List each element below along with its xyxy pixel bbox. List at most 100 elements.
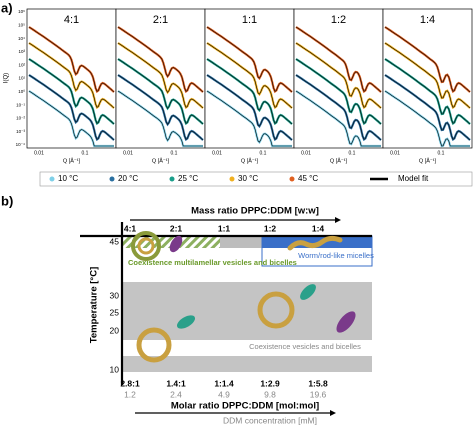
model-fit — [384, 90, 470, 147]
plot-frame — [293, 8, 384, 149]
micelle-icon — [287, 235, 343, 251]
model-fit — [295, 42, 382, 109]
mass-ratio: 1:1 — [218, 223, 231, 233]
y-tick-label: 10⁻³ — [16, 129, 25, 134]
concentration-label: DDM concentration [mM] — [223, 415, 317, 425]
y-tick-label: 45 — [110, 236, 120, 246]
y-axis-label: I(Q) — [4, 73, 10, 83]
panel-label: a) — [1, 0, 13, 15]
x-tick-label: 0.01 — [301, 150, 311, 156]
x-tick-label: 0.1 — [260, 150, 267, 156]
legend-label: 20 °C — [118, 174, 138, 183]
model-fit — [206, 90, 292, 147]
region-label: Worm/rod-like micelles — [298, 251, 374, 260]
ddm-concentration: 2.4 — [170, 389, 182, 399]
molar-ratio: 1:2.9 — [260, 378, 280, 388]
legend-box — [39, 171, 473, 187]
model-fit — [28, 90, 114, 147]
legend-marker — [109, 176, 115, 182]
x-axis-label: Q [Å⁻¹] — [330, 157, 348, 164]
bicelle-icon — [169, 235, 183, 253]
x-tick-label: 0.01 — [123, 150, 133, 156]
x-axis-label: Q [Å⁻¹] — [152, 157, 170, 164]
model-fit — [117, 90, 203, 147]
legend-label: 10 °C — [58, 174, 78, 183]
model-fit — [384, 58, 471, 125]
x-axis-label: Q [Å⁻¹] — [241, 157, 259, 164]
legend-marker — [229, 176, 235, 182]
y-tick-label: 20 — [110, 325, 120, 335]
panel-title: 1:1 — [242, 14, 257, 26]
arrow-head — [335, 217, 341, 223]
legend-label: 45 °C — [298, 174, 318, 183]
bicelle-icon — [300, 284, 316, 300]
ddm-concentration: 4.9 — [218, 389, 230, 399]
plot-frame — [382, 8, 473, 149]
y-tick-label: 10⁻⁴ — [16, 142, 25, 147]
top-axis-label: Mass ratio DPPC:DDM [w:w] — [191, 206, 319, 217]
model-fit — [384, 74, 471, 141]
model-fit — [28, 42, 115, 109]
x-tick-label: 0.1 — [171, 150, 178, 156]
molar-ratio: 1.4:1 — [166, 378, 186, 388]
x-tick-label: 0.1 — [349, 150, 356, 156]
model-fit — [28, 26, 115, 93]
vesicle-icon — [131, 231, 161, 261]
region-label: Coexistence vesicles and bicelles — [249, 342, 361, 351]
ddm-concentration: 19.6 — [310, 389, 327, 399]
arrow-head — [330, 410, 336, 416]
x-axis-label: Q [Å⁻¹] — [63, 157, 81, 164]
x-tick-label: 0.1 — [82, 150, 89, 156]
model-fit — [295, 26, 382, 93]
ddm-concentration: 1.2 — [124, 389, 136, 399]
model-fit — [206, 58, 293, 125]
model-fit — [384, 26, 471, 93]
model-fit — [295, 74, 382, 141]
y-tick-label: 25 — [110, 307, 120, 317]
plot-frame — [204, 8, 295, 149]
mass-ratio: 1:4 — [312, 223, 325, 233]
vesicle-icon — [257, 291, 295, 329]
x-tick-label: 0.1 — [438, 150, 445, 156]
model-fit — [384, 42, 471, 109]
legend: 10 °C 20 °C 25 °C 30 °C 45 °C Model fit — [49, 174, 429, 183]
bottom-axis-label: Molar ratio DPPC:DDM [mol:mol] — [171, 401, 319, 412]
mass-ratio: 2:1 — [170, 223, 183, 233]
y-axis-label: Temperature [°C] — [89, 267, 100, 343]
y-tick-label: 10⁶ — [18, 9, 25, 14]
y-tick-label: 10⁻¹ — [16, 102, 25, 107]
legend-label: 25 °C — [178, 174, 198, 183]
vesicle-icon — [136, 327, 172, 363]
y-tick-label: 10⁻² — [16, 116, 25, 121]
y-tick-label: 10² — [18, 62, 25, 67]
panel-title: 1:2 — [331, 14, 346, 26]
band — [122, 356, 372, 372]
ddm-concentration: 9.8 — [264, 389, 276, 399]
model-fit — [117, 58, 204, 125]
legend-marker — [289, 176, 295, 182]
band — [122, 282, 372, 340]
model-fit — [295, 90, 381, 147]
region-label: Coexistence multilamellar vesicles and b… — [128, 258, 297, 267]
vesicle-icon — [137, 237, 155, 255]
y-tick-label: 10¹ — [18, 76, 25, 81]
model-fit — [117, 74, 204, 141]
y-tick-label: 10⁴ — [18, 36, 25, 41]
plot-frame — [115, 8, 206, 149]
bicelle-icon — [336, 311, 356, 333]
x-tick-label: 0.01 — [212, 150, 222, 156]
panel-title: 1:4 — [420, 14, 435, 26]
mass-ratio: 4:1 — [124, 223, 137, 233]
model-fit — [28, 74, 115, 141]
model-fit — [206, 26, 293, 93]
model-fit — [206, 74, 293, 141]
legend-label: Model fit — [398, 174, 429, 183]
panel-title: 2:1 — [153, 14, 168, 26]
y-tick-label: 30 — [110, 290, 120, 300]
x-tick-label: 0.01 — [390, 150, 400, 156]
molar-ratio: 1:5.8 — [308, 378, 328, 388]
mass-ratio: 1:2 — [264, 223, 277, 233]
model-fit — [295, 58, 382, 125]
bicelle-icon — [176, 315, 196, 329]
